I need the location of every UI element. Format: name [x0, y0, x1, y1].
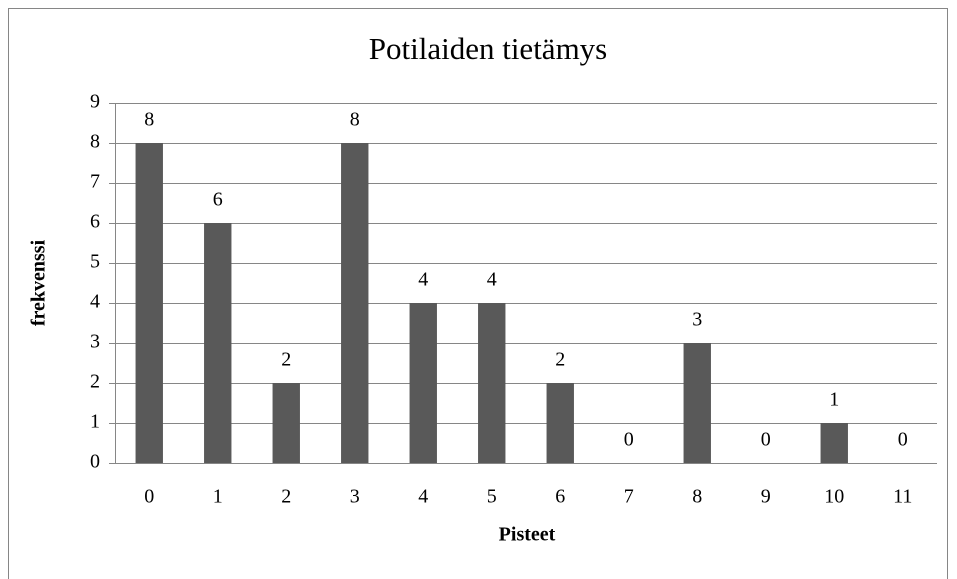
x-tick-label: 11: [893, 486, 912, 508]
y-tick-label: 3: [90, 331, 100, 353]
x-tick-label: 6: [555, 486, 565, 508]
x-tick-label: 8: [692, 486, 702, 508]
bar: [204, 223, 232, 463]
y-tick-label: 1: [90, 411, 100, 433]
x-axis-label: Pisteet: [499, 524, 556, 546]
bar: [683, 343, 711, 463]
bar: [409, 303, 437, 463]
data-label: 4: [487, 269, 497, 291]
y-tick-label: 6: [90, 211, 100, 233]
x-tick-label: 10: [824, 486, 844, 508]
chart-title: Potilaiden tietämys: [369, 31, 608, 66]
y-tick-label: 5: [90, 251, 100, 273]
data-label: 1: [829, 389, 839, 411]
x-tick-label: 5: [487, 486, 497, 508]
x-tick-label: 1: [213, 486, 223, 508]
data-label: 0: [761, 429, 771, 451]
y-tick-label: 2: [90, 371, 100, 393]
x-tick-label: 3: [350, 486, 360, 508]
y-axis-label: frekvenssi: [28, 239, 50, 326]
bar: [341, 143, 369, 463]
y-tick-label: 4: [90, 291, 100, 313]
y-tick-label: 7: [90, 171, 100, 193]
data-label: 2: [281, 349, 291, 371]
y-tick-label: 9: [90, 91, 100, 113]
data-label: 3: [692, 309, 702, 331]
data-label: 0: [624, 429, 634, 451]
x-tick-label: 2: [281, 486, 291, 508]
bar: [546, 383, 574, 463]
data-label: 0: [898, 429, 908, 451]
y-tick-label: 0: [90, 451, 100, 473]
data-label: 8: [144, 109, 154, 131]
y-tick-label: 8: [90, 131, 100, 153]
x-tick-label: 0: [144, 486, 154, 508]
bar: [272, 383, 300, 463]
data-label: 8: [350, 109, 360, 131]
bar: [820, 423, 848, 463]
data-label: 6: [213, 189, 223, 211]
data-label: 2: [555, 349, 565, 371]
data-label: 4: [418, 269, 428, 291]
x-tick-label: 9: [761, 486, 771, 508]
x-tick-label: 7: [624, 486, 634, 508]
x-tick-label: 4: [418, 486, 428, 508]
bar: [135, 143, 163, 463]
bar: [478, 303, 506, 463]
